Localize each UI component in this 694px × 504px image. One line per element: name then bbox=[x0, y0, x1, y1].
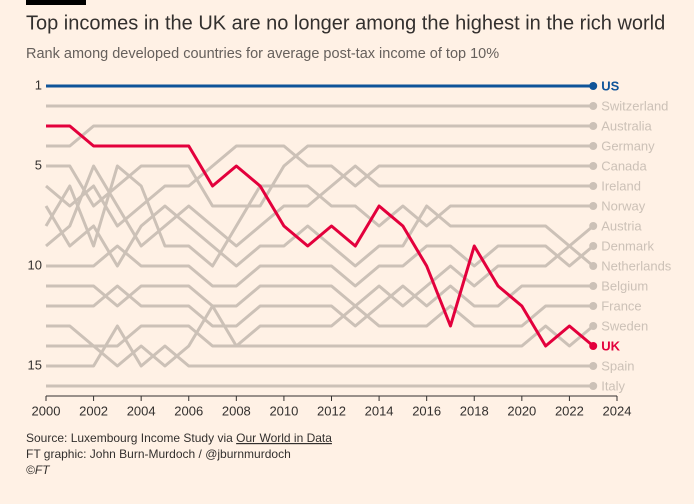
end-dot bbox=[589, 382, 598, 390]
end-dot bbox=[589, 162, 598, 170]
x-tick-label: 2016 bbox=[412, 403, 441, 418]
source: Source: Luxembourg Income Study via Our … bbox=[26, 431, 332, 445]
series-line bbox=[46, 304, 594, 348]
end-dot bbox=[589, 182, 598, 190]
x-tick-label: 2006 bbox=[174, 403, 203, 418]
y-tick-label: 10 bbox=[28, 257, 42, 272]
x-tick-label: 2020 bbox=[507, 403, 536, 418]
chart-subtitle: Rank among developed countries for avera… bbox=[26, 46, 499, 62]
series-label: Spain bbox=[601, 358, 634, 373]
series-label: Norway bbox=[601, 198, 646, 213]
series-line bbox=[46, 144, 594, 208]
series-label: Belgium bbox=[601, 278, 648, 293]
series-label: Sweden bbox=[601, 318, 648, 333]
series-label: Ireland bbox=[601, 178, 641, 193]
series-label: Canada bbox=[601, 158, 647, 173]
series-label: Austria bbox=[601, 218, 642, 233]
y-tick-label: 15 bbox=[28, 357, 42, 372]
x-tick-label: 2008 bbox=[222, 403, 251, 418]
end-dot bbox=[589, 342, 598, 350]
x-tick-label: 2012 bbox=[317, 403, 346, 418]
end-dot bbox=[589, 82, 598, 90]
x-tick-label: 2004 bbox=[127, 403, 156, 418]
series-line bbox=[45, 144, 594, 228]
y-tick-label: 5 bbox=[35, 157, 42, 172]
end-dot bbox=[589, 222, 598, 230]
end-dot bbox=[589, 322, 598, 330]
series-line bbox=[46, 324, 594, 368]
x-tick-label: 2024 bbox=[603, 403, 632, 418]
x-tick-label: 2022 bbox=[555, 403, 584, 418]
copyright: ©FT bbox=[26, 463, 51, 477]
series-label: Australia bbox=[601, 118, 652, 133]
series-line bbox=[46, 124, 594, 148]
end-dot bbox=[589, 282, 598, 290]
x-tick-label: 2000 bbox=[32, 403, 61, 418]
x-tick-label: 2018 bbox=[460, 403, 489, 418]
series-label: Denmark bbox=[601, 238, 654, 253]
series-line bbox=[46, 244, 595, 308]
end-dot bbox=[589, 202, 598, 210]
y-tick-label: 1 bbox=[35, 77, 42, 92]
x-tick-label: 2010 bbox=[269, 403, 298, 418]
series-line bbox=[46, 284, 594, 328]
series-label: Netherlands bbox=[601, 258, 672, 273]
series-label: France bbox=[601, 298, 641, 313]
series-line bbox=[46, 304, 595, 368]
chart-title: Top incomes in the UK are no longer amon… bbox=[26, 12, 665, 34]
series-line bbox=[44, 164, 594, 268]
series-line bbox=[46, 244, 595, 288]
x-tick-label: 2014 bbox=[365, 403, 394, 418]
end-dot bbox=[589, 102, 598, 110]
end-dot bbox=[589, 122, 598, 130]
series-label: US bbox=[601, 78, 619, 93]
series-label: Switzerland bbox=[601, 98, 668, 113]
end-dot bbox=[589, 262, 598, 270]
end-dot bbox=[589, 302, 598, 310]
series-label: Germany bbox=[601, 138, 655, 153]
x-tick-label: 2002 bbox=[79, 403, 108, 418]
series-label: Italy bbox=[601, 378, 625, 393]
end-dot bbox=[589, 142, 598, 150]
ft-tag bbox=[26, 0, 86, 5]
credit: FT graphic: John Burn-Murdoch / @jburnmu… bbox=[26, 447, 291, 461]
series-line bbox=[46, 124, 595, 348]
series-label: UK bbox=[601, 338, 620, 353]
end-dot bbox=[589, 242, 598, 250]
end-dot bbox=[589, 362, 598, 370]
